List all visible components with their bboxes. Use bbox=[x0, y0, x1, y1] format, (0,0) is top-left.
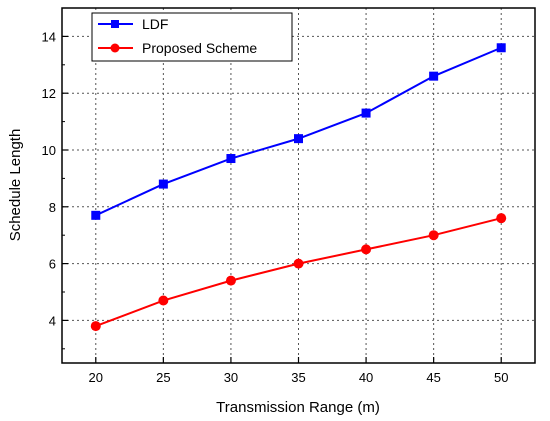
y-tick-label: 12 bbox=[42, 86, 56, 101]
x-tick-label: 45 bbox=[426, 370, 440, 385]
data-point-proposed-scheme bbox=[158, 295, 169, 306]
data-point-ldf bbox=[496, 43, 506, 53]
legend: LDF Proposed Scheme bbox=[91, 12, 293, 62]
x-tick-label: 40 bbox=[359, 370, 373, 385]
y-axis-label: Schedule Length bbox=[7, 129, 24, 242]
legend-marker-proposed bbox=[110, 43, 120, 53]
legend-box bbox=[91, 12, 293, 62]
data-point-proposed-scheme bbox=[428, 230, 439, 241]
data-point-proposed-scheme bbox=[225, 275, 236, 286]
x-tick-label: 25 bbox=[156, 370, 170, 385]
data-point-ldf bbox=[158, 179, 168, 189]
series-layer bbox=[90, 43, 507, 332]
x-tick-label: 20 bbox=[89, 370, 103, 385]
data-point-proposed-scheme bbox=[293, 258, 304, 269]
data-point-ldf bbox=[361, 108, 371, 118]
y-tick-label: 14 bbox=[42, 29, 56, 44]
x-axis-label: Transmission Range (m) bbox=[216, 399, 380, 416]
y-tick-label: 4 bbox=[49, 313, 56, 328]
legend-label-proposed: Proposed Scheme bbox=[142, 40, 257, 56]
x-tick-label: 50 bbox=[494, 370, 508, 385]
data-point-proposed-scheme bbox=[90, 321, 101, 332]
data-point-proposed-scheme bbox=[361, 244, 372, 255]
axes: 20 25 30 35 40 45 50 4 6 8 10 12 14 bbox=[42, 7, 508, 385]
y-tick-label: 6 bbox=[49, 257, 56, 272]
legend-label-ldf: LDF bbox=[142, 16, 168, 32]
plot-frame bbox=[61, 7, 536, 364]
y-tick-label: 8 bbox=[49, 200, 56, 215]
data-point-proposed-scheme bbox=[496, 213, 507, 224]
x-tick-label: 30 bbox=[224, 370, 238, 385]
data-point-ldf bbox=[429, 71, 439, 81]
legend-marker-ldf bbox=[111, 20, 119, 28]
data-point-ldf bbox=[91, 210, 101, 220]
data-point-ldf bbox=[226, 154, 236, 164]
data-point-ldf bbox=[294, 134, 303, 144]
x-tick-label: 35 bbox=[291, 370, 305, 385]
y-tick-label: 10 bbox=[42, 143, 56, 158]
